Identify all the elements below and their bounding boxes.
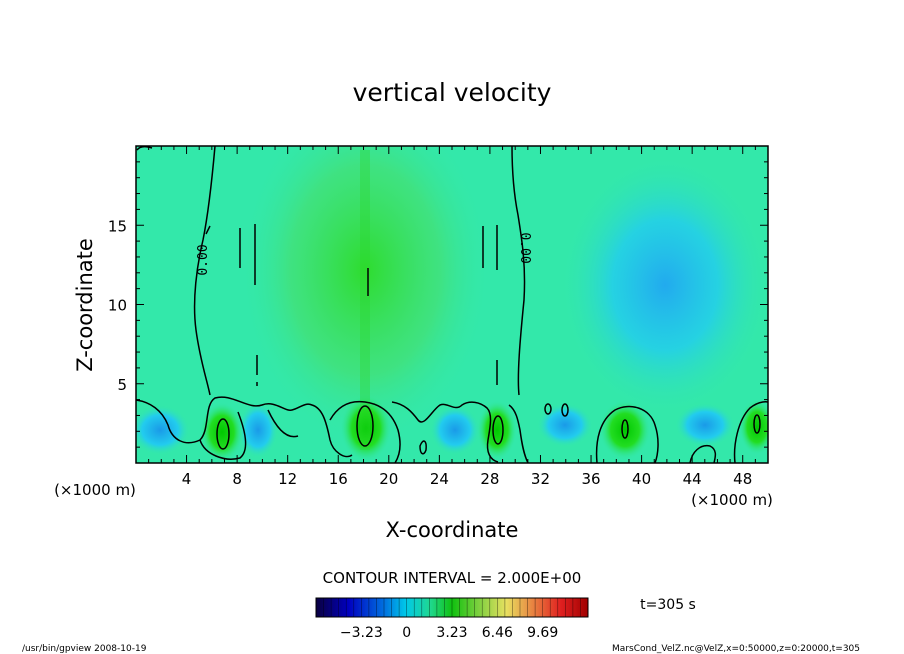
updraft-core-1 (200, 402, 244, 462)
y-tick-label: 10 (108, 297, 127, 315)
low-downdraft-4 (537, 403, 593, 447)
x-unit-right: (×1000 m) (691, 491, 773, 509)
chart-title: vertical velocity (353, 78, 552, 107)
x-unit-left: (×1000 m) (54, 481, 136, 499)
colorbar-tick-labels: −3.23 0 3.23 6.46 9.69 (340, 625, 558, 641)
x-tick-label: 44 (683, 470, 702, 488)
zero-contour-right (511, 146, 526, 396)
low-contour-c (391, 401, 499, 463)
contour-field (136, 146, 768, 463)
zero-contour-left (193, 146, 216, 396)
x-axis: 4 8 12 16 20 24 28 32 36 40 44 48 (148, 146, 756, 488)
y-axis-label: Z-coordinate (73, 238, 97, 372)
footer-right: MarsCond_VelZ.nc@VelZ,x=0:50000,z=0:2000… (612, 644, 860, 654)
colorbar-tick-label: 6.46 (482, 625, 513, 641)
colorbar-tick-label: 0 (402, 625, 411, 641)
colorbar-tick-label: −3.23 (340, 625, 383, 641)
x-tick-label: 4 (182, 470, 192, 488)
x-tick-label: 20 (379, 470, 398, 488)
downdraft-region (560, 155, 768, 415)
low-contour-b (329, 400, 401, 463)
x-tick-label: 36 (581, 470, 600, 488)
low-downdraft-3 (430, 405, 480, 455)
updraft-core-2 (340, 394, 392, 462)
contour-interval: CONTOUR INTERVAL = 2.000E+00 (323, 569, 582, 587)
x-tick-label: 32 (531, 470, 550, 488)
x-tick-label: 12 (278, 470, 297, 488)
x-tick-label: 28 (480, 470, 499, 488)
low-contour-d (595, 405, 659, 463)
x-axis-label: X-coordinate (386, 518, 519, 542)
x-tick-label: 16 (329, 470, 348, 488)
central-updraft-region (240, 146, 490, 445)
low-downdraft-5 (675, 403, 735, 447)
updraft-core-4 (599, 400, 651, 460)
y-tick-label: 15 (108, 217, 127, 235)
updraft-core-3 (477, 400, 517, 460)
colorbar: −3.23 0 3.23 6.46 9.69 (315, 597, 589, 641)
y-axis: 5 10 15 (108, 161, 768, 448)
x-tick-label: 24 (430, 470, 449, 488)
x-tick-label: 48 (733, 470, 752, 488)
low-contour-a (136, 396, 353, 458)
low-downdraft-1 (136, 405, 190, 455)
colorbar-ticks (323, 598, 581, 617)
y-tick-label: 5 (117, 376, 127, 394)
time-label: t=305 s (640, 597, 696, 613)
colorbar-tick-label: 9.69 (527, 625, 558, 641)
footer-left: /usr/bin/gpview 2008-10-19 (22, 644, 147, 654)
x-tick-label: 8 (232, 470, 242, 488)
x-tick-label: 40 (632, 470, 651, 488)
updraft-core-5 (739, 399, 768, 455)
contour-label-left: 0.00 (196, 244, 211, 275)
contour-lines (136, 146, 768, 463)
colorbar-tick-label: 3.23 (436, 625, 467, 641)
contour-label-right: 0.00 (517, 232, 532, 263)
low-downdraft-2 (238, 402, 278, 458)
